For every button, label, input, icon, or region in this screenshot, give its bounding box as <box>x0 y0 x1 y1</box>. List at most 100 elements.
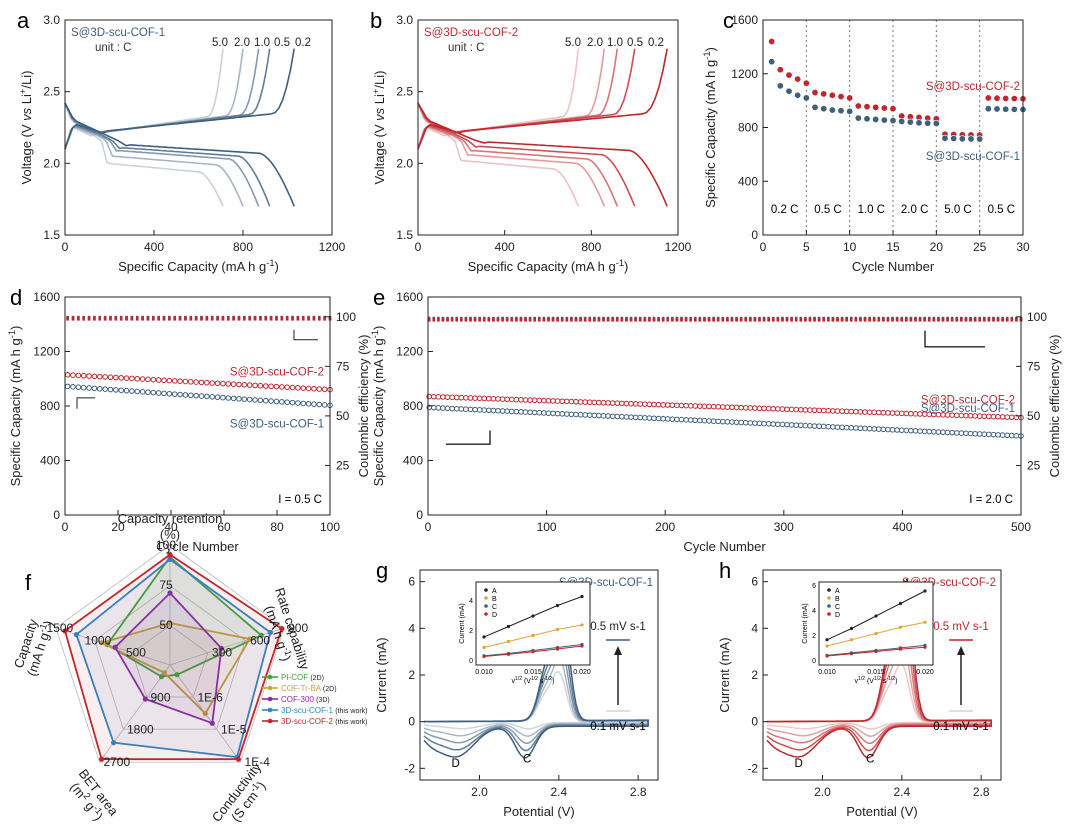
point <box>776 66 784 74</box>
y-tick-label: 1600 <box>731 13 758 27</box>
ce-point <box>323 316 326 321</box>
radar-grid <box>55 544 285 763</box>
capacity-point <box>257 382 264 389</box>
inset-y-tick: 2 <box>812 633 816 640</box>
radar-axis-label: (m2 g-1) <box>67 779 107 823</box>
ce-point <box>232 316 235 321</box>
capacity-point <box>321 402 328 408</box>
peak-label: C <box>866 754 874 766</box>
point <box>828 106 836 114</box>
radar-spoke <box>169 627 285 666</box>
radar-series-1 <box>98 622 252 715</box>
ce-point <box>427 317 431 322</box>
point <box>794 91 802 99</box>
x-tick-label: 10 <box>843 240 857 254</box>
y-tick-label: 1600 <box>396 290 423 304</box>
inset-point <box>555 603 560 608</box>
rate-segment-label: 2.0 C <box>901 204 929 216</box>
arrow-right <box>293 329 318 341</box>
capacity-point <box>862 425 868 432</box>
ce-point <box>716 317 720 322</box>
capacity-point <box>486 395 492 402</box>
capacity-point <box>894 427 900 433</box>
ce-point <box>162 316 166 321</box>
capacity-point <box>797 406 804 413</box>
capacity-point <box>187 378 194 385</box>
inset-legend-label: C <box>835 604 840 611</box>
y-axis-label: Current (mA) <box>717 637 732 712</box>
inset-point <box>874 631 878 636</box>
ce-point <box>638 317 642 322</box>
capacity-point <box>573 411 579 418</box>
capacity-point <box>522 409 529 415</box>
capacity-point <box>182 378 189 385</box>
ce-point <box>77 316 80 321</box>
capacity-point <box>940 429 946 436</box>
capacity-point <box>820 423 827 430</box>
inset-point <box>825 638 829 642</box>
capacity-point <box>825 423 832 430</box>
radar-tick-label: 1E-5 <box>221 723 247 737</box>
radar-tick-label: 1E-6 <box>198 690 224 704</box>
inset-y-tick: 0 <box>812 658 816 665</box>
plot-frame <box>64 296 331 516</box>
inset-x-label: v1/2 (V1/2 s-1/2) <box>855 676 898 685</box>
y-tick-label: 2.0 <box>396 156 413 170</box>
capacity-point <box>577 399 584 405</box>
ce-point <box>1001 317 1004 322</box>
inset-y-tick: 6 <box>812 583 816 590</box>
capacity-point <box>508 396 515 403</box>
ce-point <box>570 317 573 322</box>
capacity-point <box>871 409 877 416</box>
capacity-point <box>628 400 634 407</box>
capacity-point <box>490 407 497 414</box>
capacity-point <box>701 417 708 424</box>
capacity-point <box>305 385 312 392</box>
ce-point <box>992 317 995 322</box>
inset-point <box>555 647 560 651</box>
ce-point <box>693 317 697 322</box>
rate-label: 1.0 <box>254 37 270 49</box>
x-tick-label: 0 <box>425 520 432 534</box>
capacity-point <box>898 427 905 434</box>
inset-legend-label: A <box>835 588 840 595</box>
ce-point <box>905 317 908 322</box>
ce-point <box>253 316 257 321</box>
current-note: I = 0.5 C <box>278 494 322 506</box>
inset-point <box>580 594 584 599</box>
ce-point <box>455 317 459 322</box>
ce-point <box>459 317 463 322</box>
capacity-point <box>632 401 639 407</box>
capacity-point <box>669 402 676 408</box>
capacity-point <box>481 395 488 402</box>
radar-point <box>167 590 173 596</box>
ce-point <box>900 317 904 322</box>
capacity-point <box>976 431 983 437</box>
x-tick-label: 2.4 <box>893 785 910 799</box>
ce-point <box>515 317 518 322</box>
ce-point <box>210 316 214 321</box>
ce-point <box>840 317 844 322</box>
inset-legend-marker <box>827 612 831 616</box>
capacity-point <box>802 407 809 413</box>
capacity-point <box>449 394 455 401</box>
y2-tick-label: 50 <box>1027 409 1041 423</box>
panel-title: S@3D-scu-COF-1 <box>71 27 165 39</box>
legend-label: PI-COF (2D) <box>281 673 324 682</box>
radar-point <box>98 756 105 762</box>
capacity-point <box>724 404 731 410</box>
radar-point <box>235 756 242 762</box>
ce-point <box>524 317 527 322</box>
x-tick-label: 20 <box>111 520 125 534</box>
x-tick-label: 2.0 <box>471 785 488 799</box>
capacity-point <box>467 395 474 401</box>
capacity-point <box>986 431 992 438</box>
ce-point <box>496 317 500 322</box>
capacity-point <box>912 428 919 434</box>
capacity-point <box>214 380 221 387</box>
ce-point <box>237 316 241 321</box>
inset-point <box>874 614 878 618</box>
y2-axis-label: Coulombic efficiency (%) <box>356 335 371 478</box>
y2-tick-label: 100 <box>336 310 356 324</box>
ce-point <box>194 316 198 321</box>
